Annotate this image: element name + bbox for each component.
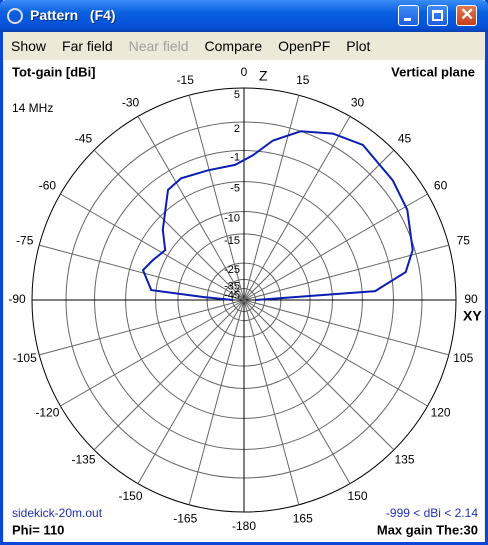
spoke <box>243 193 428 301</box>
angle-tick-label: 165 <box>293 511 313 525</box>
spoke <box>243 149 395 301</box>
frequency: 14 MHz <box>12 101 53 115</box>
r-tick-label: -35 <box>224 280 240 292</box>
menu-item[interactable]: Near field <box>128 38 189 54</box>
spoke <box>243 299 351 484</box>
zenith-label: Z <box>259 68 268 84</box>
spoke <box>243 116 351 301</box>
spoke <box>243 299 300 505</box>
phi-label: Phi= 110 <box>12 522 64 537</box>
spoke <box>39 244 245 301</box>
spoke <box>60 299 245 407</box>
angle-tick-label: -180 <box>232 519 256 533</box>
menu-bar: Show Far field Near field Compare OpenPF Plot <box>3 32 485 60</box>
angle-tick-label: 120 <box>431 406 451 420</box>
angle-tick-label: -45 <box>75 132 93 146</box>
spoke <box>60 193 245 301</box>
r-tick-label: -5 <box>230 183 240 195</box>
angle-tick-label: 30 <box>351 96 365 110</box>
menu-item[interactable]: Show <box>11 38 47 54</box>
angle-tick-label: -90 <box>8 292 26 306</box>
angle-tick-label: -15 <box>177 73 195 87</box>
angle-tick-label: 150 <box>347 489 367 503</box>
r-tick-label: -10 <box>224 212 240 224</box>
max-gain: Max gain The:30 <box>377 522 478 537</box>
angle-tick-label: -150 <box>118 489 142 503</box>
pattern-line <box>141 130 414 301</box>
spoke <box>188 299 245 505</box>
chart: Tot-gain [dBi] Vertical plane 14 MHz Z X… <box>4 60 484 542</box>
spoke <box>39 299 245 356</box>
window-title: Pattern (F4) <box>30 7 116 23</box>
angle-tick-label: -30 <box>122 96 140 110</box>
r-tick-label: 5 <box>234 89 240 101</box>
menu-item[interactable]: Plot <box>346 38 371 54</box>
spoke <box>137 116 245 301</box>
spoke <box>188 95 245 301</box>
r-tick-label: -1 <box>230 151 240 163</box>
angle-tick-label: 90 <box>464 292 478 306</box>
title-bar: Pattern (F4) ✕ <box>0 0 488 32</box>
menu-item[interactable]: OpenPF <box>278 38 331 54</box>
angle-tick-label: 0 <box>241 65 248 79</box>
angle-tick-label: 60 <box>434 179 448 193</box>
spoke <box>243 299 449 356</box>
maximize-button[interactable] <box>427 5 448 26</box>
angle-tick-label: 75 <box>457 233 471 247</box>
spoke <box>137 299 245 484</box>
chart-title: Vertical plane <box>391 64 475 79</box>
menu-item[interactable]: Compare <box>204 38 263 54</box>
angle-tick-label: 105 <box>453 351 473 365</box>
spoke <box>243 299 395 451</box>
angle-tick-label: -165 <box>173 511 197 525</box>
angle-tick-label: 135 <box>394 453 414 467</box>
r-tick-label: -15 <box>224 235 240 247</box>
angle-tick-label: 45 <box>398 132 412 146</box>
r-tick-label: 2 <box>234 123 240 135</box>
gain-label: Tot-gain [dBi] <box>12 64 96 79</box>
angle-tick-label: -60 <box>39 179 57 193</box>
spoke <box>93 299 245 451</box>
file-name: sidekick-20m.out <box>12 506 103 520</box>
angle-tick-label: -105 <box>13 351 37 365</box>
menu-item[interactable]: Far field <box>62 38 113 54</box>
angle-tick-label: -75 <box>16 233 34 247</box>
minimize-button[interactable] <box>398 5 419 26</box>
close-button[interactable]: ✕ <box>456 5 477 26</box>
angle-tick-label: -120 <box>35 406 59 420</box>
spoke <box>243 244 449 301</box>
horizon-label: XY <box>463 308 482 324</box>
spoke <box>243 299 428 407</box>
angle-tick-label: -135 <box>71 453 95 467</box>
window-icon <box>7 8 23 24</box>
spoke <box>243 95 300 301</box>
r-tick-label: -25 <box>224 264 240 276</box>
r-tick-label: -45 <box>224 289 240 301</box>
spoke <box>93 149 245 301</box>
angle-tick-label: 15 <box>296 73 310 87</box>
range-note: -999 < dBi < 2.14 <box>386 506 478 520</box>
